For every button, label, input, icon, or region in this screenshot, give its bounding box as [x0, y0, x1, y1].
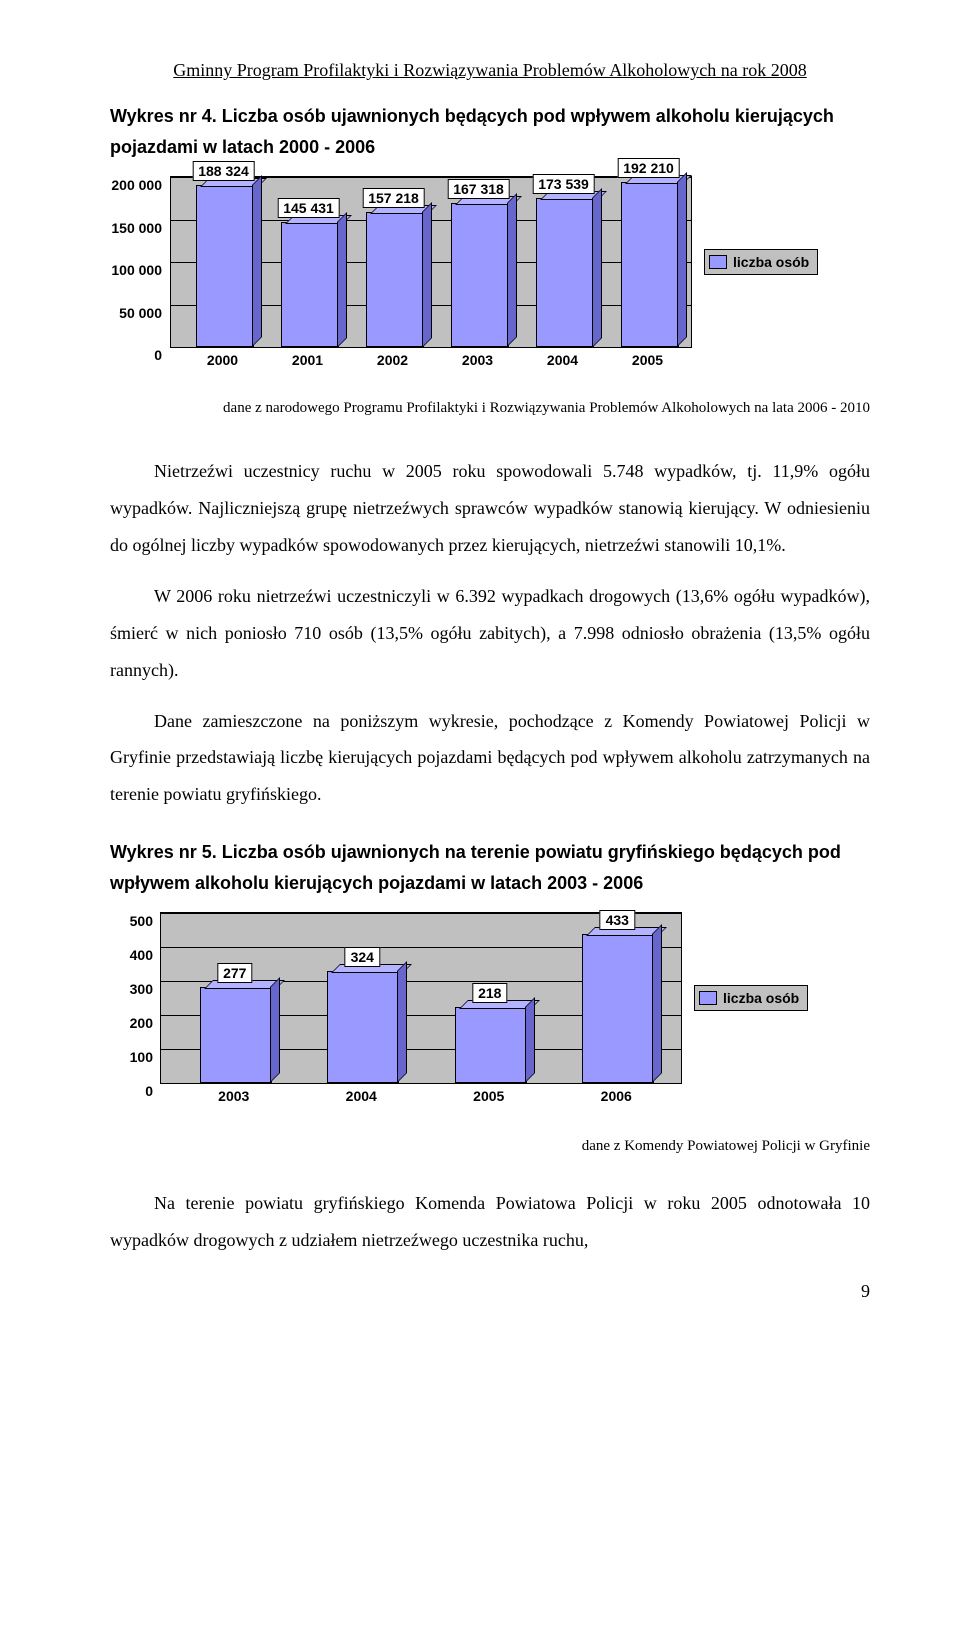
bar-value-label: 324 — [345, 947, 380, 967]
x-tick-label: 2002 — [377, 352, 408, 368]
x-tick-label: 2000 — [207, 352, 238, 368]
page-number: 9 — [110, 1281, 870, 1302]
chart2-xaxis: 2003 2004 2005 2006 — [160, 1084, 680, 1108]
chart1-wrap: 050 000100 000150 000200 000 188 324145 … — [110, 176, 870, 348]
y-tick-label: 100 000 — [111, 262, 162, 278]
bar — [327, 971, 399, 1083]
x-tick-label: 2006 — [601, 1088, 632, 1104]
paragraph-1: Nietrzeźwi uczestnicy ruchu w 2005 roku … — [110, 453, 870, 564]
paragraph-3: Dane zamieszczone na poniższym wykresie,… — [110, 703, 870, 814]
bar-value-label: 145 431 — [277, 198, 340, 218]
x-tick-label: 2004 — [346, 1088, 377, 1104]
bar-value-label: 277 — [217, 963, 252, 983]
bar — [281, 222, 339, 348]
chart2-area: 0100200300400500 277324218433 — [160, 912, 682, 1084]
paragraph-2: W 2006 roku nietrzeźwi uczestniczyli w 6… — [110, 578, 870, 689]
bar-value-label: 188 324 — [192, 161, 255, 181]
bar — [200, 987, 272, 1083]
page-header: Gminny Program Profilaktyki i Rozwiązywa… — [110, 60, 870, 81]
x-tick-label: 2003 — [218, 1088, 249, 1104]
bar-value-label: 157 218 — [362, 188, 425, 208]
chart2-legend-swatch — [699, 991, 717, 1005]
bar — [621, 182, 679, 347]
y-tick-label: 150 000 — [111, 220, 162, 236]
bar — [451, 203, 509, 347]
chart2-yaxis: 0100200300400500 — [115, 913, 157, 1083]
bar-value-label: 433 — [600, 910, 635, 930]
bar — [455, 1007, 527, 1083]
x-tick-label: 2004 — [547, 352, 578, 368]
y-tick-label: 200 — [130, 1015, 153, 1031]
chart1-legend-swatch — [709, 255, 727, 269]
bar-value-label: 218 — [472, 983, 507, 1003]
x-tick-label: 2003 — [462, 352, 493, 368]
y-tick-label: 100 — [130, 1049, 153, 1065]
chart2-legend-label: liczba osób — [723, 990, 799, 1006]
y-tick-label: 0 — [154, 347, 162, 363]
chart2-title-strong: Wykres nr 5. — [110, 842, 217, 862]
x-tick-label: 2005 — [632, 352, 663, 368]
bar — [366, 212, 424, 348]
chart2-source: dane z Komendy Powiatowej Policji w Gryf… — [110, 1138, 870, 1155]
chart2-title-rest: Liczba osób ujawnionych na terenie powia… — [110, 842, 841, 893]
bar-value-label: 173 539 — [532, 174, 595, 194]
chart1-xaxis: 2000 2001 2002 2003 2004 2005 — [170, 348, 690, 372]
bar — [536, 198, 594, 348]
chart2-title: Wykres nr 5. Liczba osób ujawnionych na … — [110, 837, 870, 898]
chart2-legend: liczba osób — [694, 985, 808, 1011]
chart1-title-rest: Liczba osób ujawnionych będących pod wpł… — [110, 106, 834, 157]
x-tick-label: 2001 — [292, 352, 323, 368]
y-tick-label: 0 — [145, 1083, 153, 1099]
y-tick-label: 300 — [130, 981, 153, 997]
bar-value-label: 192 210 — [617, 158, 680, 178]
chart1-area: 050 000100 000150 000200 000 188 324145 … — [170, 176, 692, 348]
bar — [582, 934, 654, 1083]
chart1-legend: liczba osób — [704, 249, 818, 275]
chart2-wrap: 0100200300400500 277324218433 liczba osó… — [110, 912, 870, 1084]
chart1-title-strong: Wykres nr 4. — [110, 106, 217, 126]
chart1-title: Wykres nr 4. Liczba osób ujawnionych będ… — [110, 101, 870, 162]
bar-value-label: 167 318 — [447, 179, 510, 199]
paragraph-4: Na terenie powiatu gryfińskiego Komenda … — [110, 1185, 870, 1259]
y-tick-label: 50 000 — [119, 305, 162, 321]
chart1-legend-label: liczba osób — [733, 254, 809, 270]
y-tick-label: 400 — [130, 947, 153, 963]
chart1-yaxis: 050 000100 000150 000200 000 — [111, 177, 166, 347]
x-tick-label: 2005 — [473, 1088, 504, 1104]
bar — [196, 185, 254, 347]
y-tick-label: 200 000 — [111, 177, 162, 193]
chart1-source: dane z narodowego Programu Profilaktyki … — [110, 400, 870, 417]
y-tick-label: 500 — [130, 913, 153, 929]
